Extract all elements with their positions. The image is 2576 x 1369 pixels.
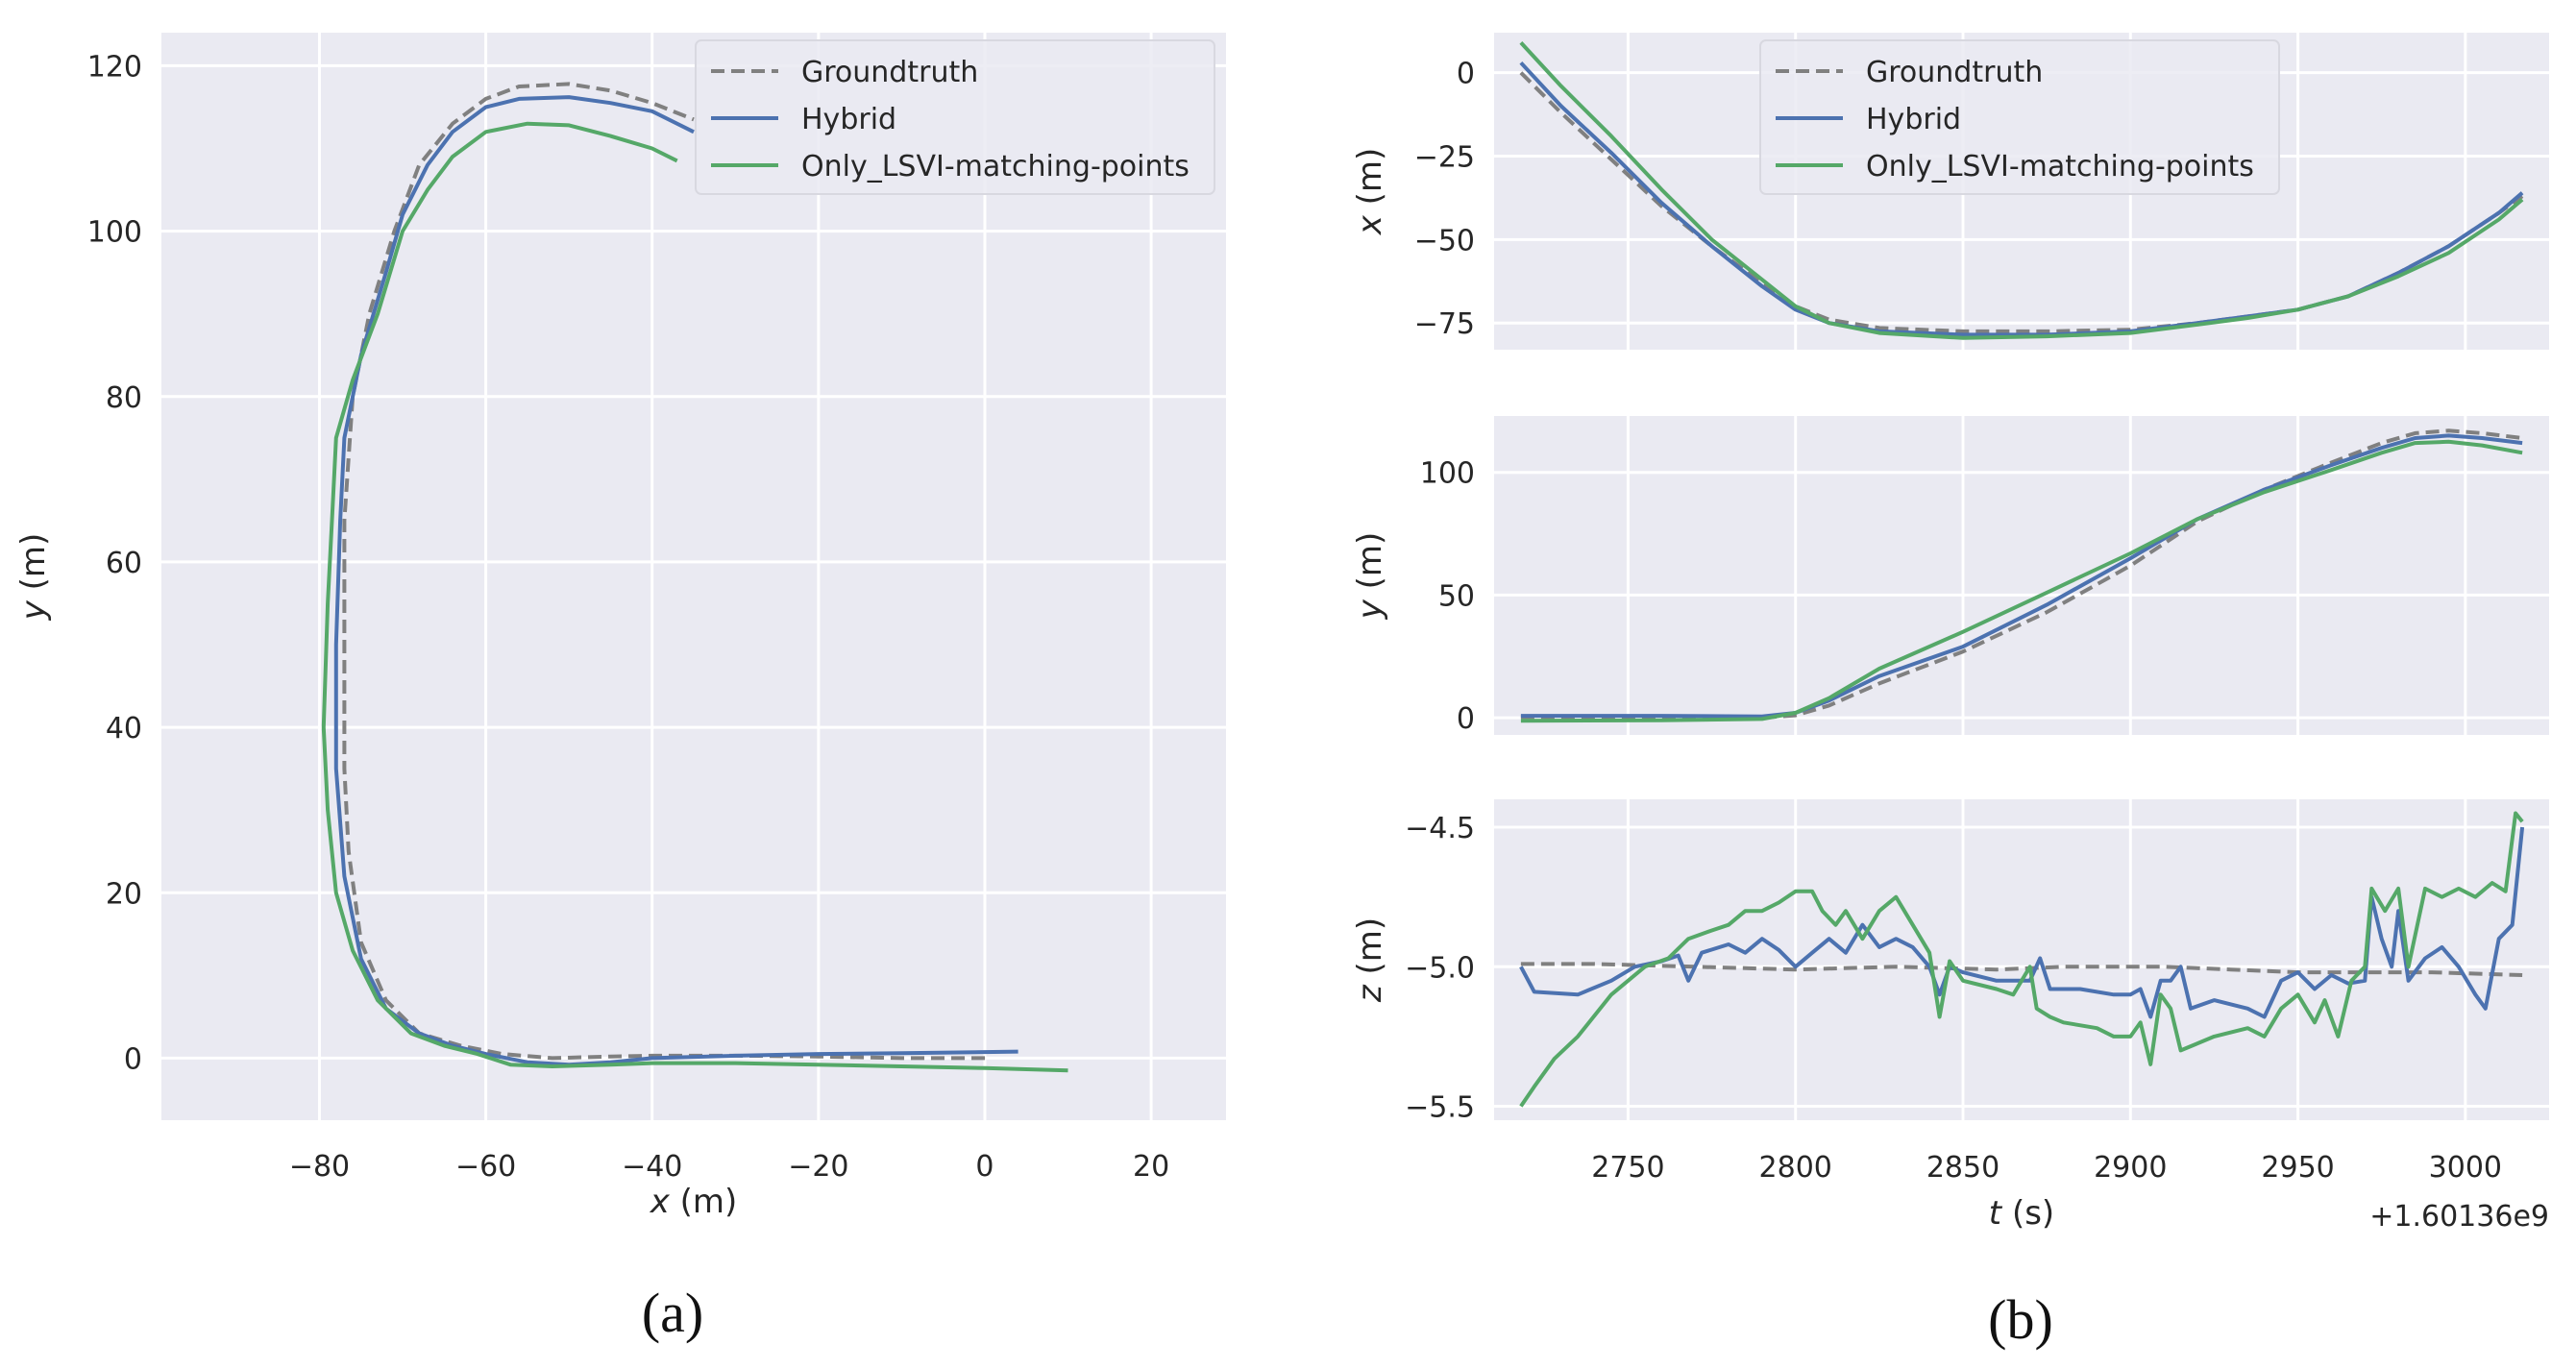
x-axis-variable: x (650, 1183, 671, 1221)
series-line-only-lsvi-matching-points (1520, 439, 2523, 723)
series-line-groundtruth (1520, 962, 2523, 977)
x-tick-label: 2950 (2261, 1151, 2334, 1185)
plot-background (1494, 416, 2549, 735)
x-axis-label: x (m) (650, 1183, 738, 1221)
chart-z-vs-time: 2750 2800 2850 2900 2950 3000 −4.5 −5.0 −5.5 z (m… (1351, 799, 2549, 1234)
y-tick-label: 0 (124, 1042, 142, 1076)
y-axis-label: x (m) (1351, 148, 1389, 236)
y-tick-label: −4.5 (1405, 812, 1475, 845)
legend: Groundtruth Hybrid Only_LSVI-matching-poin… (1759, 39, 2280, 195)
series-line-only-lsvi-matching-points (1519, 811, 2524, 1108)
x-axis-label: t (s) (1989, 1194, 2054, 1233)
x-tick-label: 2900 (2094, 1151, 2167, 1185)
x-tick-label: 3000 (2429, 1151, 2502, 1185)
x-axis-unit: (s) (2001, 1194, 2054, 1233)
x-axis-unit: (m) (670, 1183, 737, 1221)
legend-label: Only_LSVI-matching-points (1866, 150, 2254, 183)
x-tick-label: 20 (1133, 1150, 1169, 1184)
y-axis-variable: x (1351, 214, 1389, 235)
x-tick-label: 0 (975, 1150, 994, 1184)
caption-b: (b) (1988, 1288, 2053, 1351)
x-offset-label: +1.60136e9 (2369, 1200, 2549, 1234)
y-axis-variable: y (14, 599, 53, 621)
y-tick-label: 50 (1438, 579, 1475, 613)
x-tick-label: 2750 (1591, 1151, 1664, 1185)
x-tick-label: 2800 (1759, 1151, 1832, 1185)
legend-label: Groundtruth (801, 56, 978, 89)
y-tick-label: −75 (1414, 307, 1475, 341)
legend-box (695, 39, 1215, 195)
y-axis-variable: y (1351, 599, 1389, 620)
y-tick-label: 40 (106, 712, 142, 746)
y-tick-label: 20 (106, 877, 142, 911)
plot-background (161, 33, 1226, 1120)
y-tick-label: 120 (87, 50, 142, 84)
legend-label: Hybrid (801, 103, 896, 136)
chart-x-vs-time: 0 −25 −50 −75 x (m) Groundtruth Hybrid Only_LSV… (1351, 33, 2549, 350)
series-line-only-lsvi-matching-points (1519, 41, 2524, 340)
y-axis-unit: (m) (14, 533, 53, 600)
y-axis-unit: (m) (1351, 532, 1389, 599)
y-axis-unit: (m) (1351, 148, 1389, 215)
x-tick-label: 2850 (1926, 1151, 1999, 1185)
y-axis-variable: z (1351, 984, 1389, 1003)
x-axis-variable: t (1989, 1194, 2003, 1233)
chart-y-vs-time: 0 50 100 y (m) (1351, 416, 2549, 736)
legend-box (1759, 39, 2280, 195)
y-tick-label: −5.5 (1405, 1090, 1475, 1124)
x-tick-label: −40 (622, 1150, 682, 1184)
x-tick-label: −60 (455, 1150, 516, 1184)
y-tick-label: 80 (106, 381, 142, 415)
x-tick-label: −20 (788, 1150, 848, 1184)
y-tick-label: 0 (1457, 58, 1475, 91)
y-axis-unit: (m) (1351, 917, 1389, 985)
series-line-hybrid (333, 95, 1018, 1067)
series-line-hybrid (1519, 61, 2524, 337)
legend-label: Only_LSVI-matching-points (801, 150, 1190, 183)
y-axis-label: z (m) (1351, 917, 1389, 1003)
y-tick-label: 0 (1457, 702, 1475, 736)
legend: Groundtruth Hybrid Only_LSVI-matching-poin… (695, 39, 1215, 195)
series-line-groundtruth (342, 82, 985, 1061)
series-line-only-lsvi-matching-points (321, 121, 1068, 1073)
y-axis-label: y (m) (1351, 532, 1389, 621)
y-tick-label: −5.0 (1405, 951, 1475, 985)
y-tick-label: −25 (1414, 141, 1475, 175)
y-axis-label: y (m) (14, 533, 53, 622)
legend-label: Groundtruth (1866, 56, 2043, 89)
series-line-hybrid (1519, 826, 2525, 1019)
caption-a: (a) (642, 1282, 703, 1344)
y-tick-label: 100 (1420, 457, 1475, 491)
x-tick-label: −80 (289, 1150, 350, 1184)
y-tick-label: 100 (87, 216, 142, 250)
y-tick-label: 60 (106, 547, 142, 580)
series-line-groundtruth (1519, 71, 2524, 333)
legend-label: Hybrid (1866, 103, 1961, 136)
y-tick-label: −50 (1414, 224, 1475, 257)
